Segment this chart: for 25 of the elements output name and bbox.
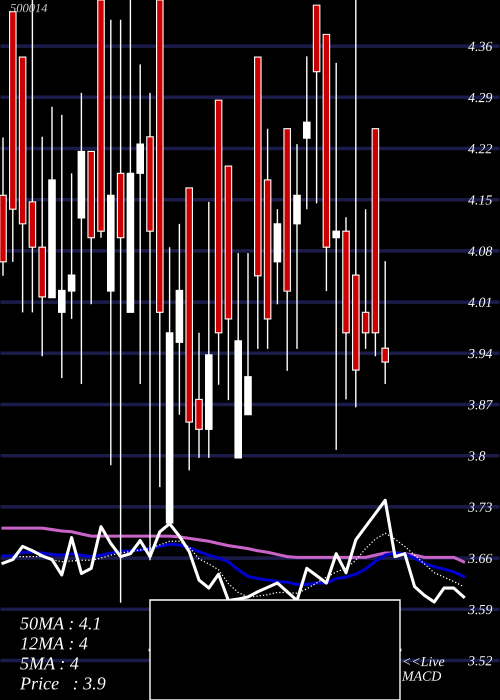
y-tick-label: 3.8 <box>468 451 486 461</box>
y-tick-label: 3.87 <box>468 400 493 410</box>
annotation: <<Live MACD <box>402 656 444 681</box>
candlestick <box>136 64 144 385</box>
annotation: 50MA : 4.1 <box>20 617 100 630</box>
annotation: Price : 3.9 <box>20 677 106 690</box>
y-tick-label: 4.15 <box>468 195 492 205</box>
candlestick <box>381 260 389 385</box>
y-tick-label: 3.59 <box>468 604 492 614</box>
candlestick <box>303 56 311 210</box>
y-tick-label: 3.94 <box>468 348 492 358</box>
candlestick <box>362 208 370 350</box>
candlestick <box>68 172 76 320</box>
candlestick <box>332 62 340 451</box>
y-tick-label: 4.08 <box>468 246 492 256</box>
y-tick-label: 3.73 <box>468 502 492 512</box>
y-tick-label: 4.36 <box>468 42 492 52</box>
y-tick-label: 4.29 <box>468 92 492 102</box>
y-tick-label: 3.66 <box>468 554 492 564</box>
y-tick-label: 4.01 <box>468 298 491 308</box>
annotation: 5MA : 4 <box>20 657 78 670</box>
y-tick-label: 3.52 <box>468 656 492 666</box>
y-tick-label: 4.22 <box>468 144 492 154</box>
annotation: 12MA : 4 <box>20 637 88 650</box>
candlestick <box>58 114 66 379</box>
